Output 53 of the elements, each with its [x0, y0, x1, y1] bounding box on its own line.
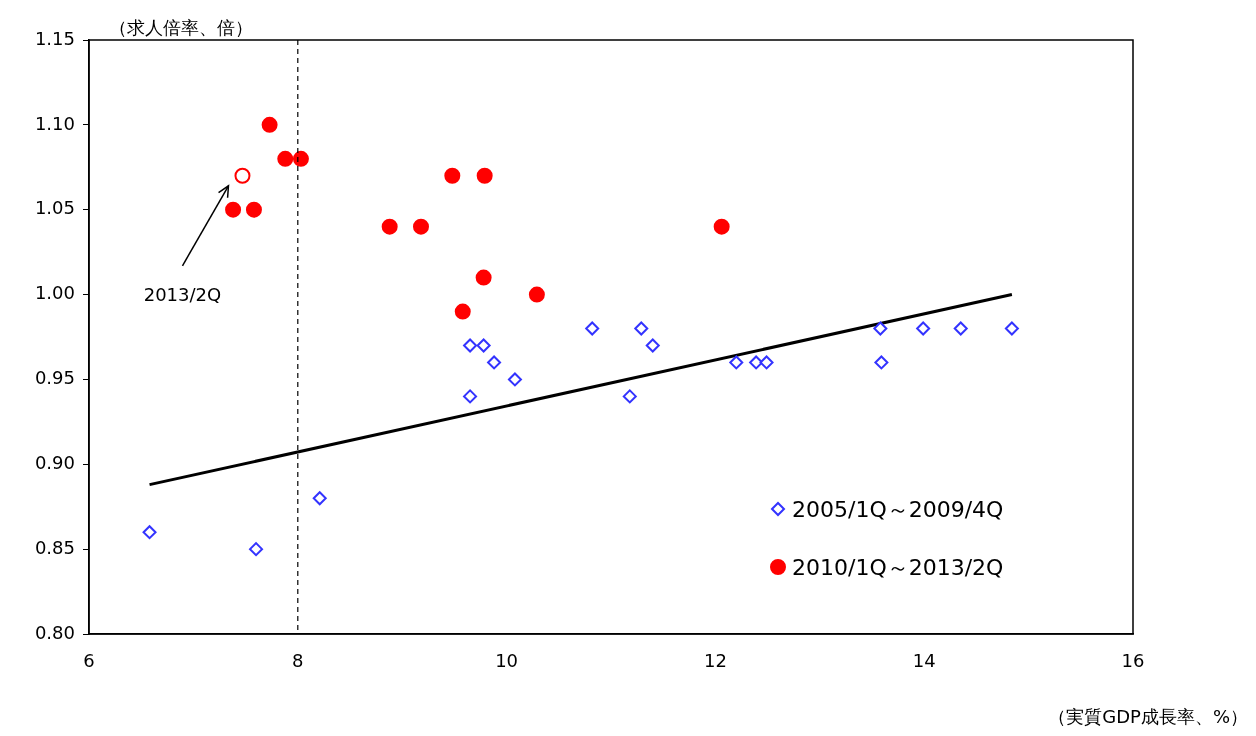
point [261, 116, 278, 133]
point [528, 286, 545, 303]
x-tick-label: 6 [83, 650, 95, 672]
point [454, 303, 471, 320]
annotation: 2013/2Q [143, 284, 222, 306]
point [292, 150, 309, 167]
point [444, 167, 461, 184]
y-tick-label: 0.85 [34, 536, 75, 558]
y-tick-label: 0.95 [34, 367, 75, 389]
point [874, 355, 889, 370]
point [463, 389, 478, 404]
point [245, 201, 262, 218]
y-tick-label: 1.15 [34, 27, 75, 49]
point [759, 355, 774, 370]
point [463, 338, 478, 353]
point [1004, 321, 1019, 336]
y-tick-label: 1.10 [34, 112, 75, 134]
point [622, 389, 637, 404]
y-tick-label: 1.05 [34, 197, 75, 219]
x-tick-label: 12 [703, 650, 727, 672]
point [142, 525, 157, 540]
y-tick-label: 1.00 [34, 282, 75, 304]
point [312, 491, 327, 506]
point [476, 167, 493, 184]
point [585, 321, 600, 336]
point [225, 201, 242, 218]
point [713, 218, 730, 235]
point [634, 321, 649, 336]
point [729, 355, 744, 370]
legend-label: 2005/1Q～2009/4Q [792, 496, 1004, 522]
x-tick-label: 14 [912, 650, 936, 672]
point [412, 218, 429, 235]
point [475, 269, 492, 286]
legend-label: 2010/1Q～2013/2Q [792, 554, 1004, 580]
point [916, 321, 931, 336]
x-tick-label: 10 [495, 650, 519, 672]
x-tick-label: 8 [292, 650, 304, 672]
point [507, 372, 522, 387]
point [249, 542, 264, 557]
point [476, 338, 491, 353]
y-axis-title: （求人倍率、倍） [109, 16, 253, 38]
point [277, 150, 294, 167]
point [873, 321, 888, 336]
y-tick-label: 0.80 [34, 621, 75, 643]
y-tick-label: 0.90 [34, 451, 75, 473]
point [381, 218, 398, 235]
x-axis-title: （実質GDP成長率、%） [1048, 705, 1248, 727]
point [234, 167, 251, 184]
x-tick-label: 16 [1121, 650, 1145, 672]
point [749, 355, 764, 370]
point [487, 355, 502, 370]
point [953, 321, 968, 336]
point [645, 338, 660, 353]
